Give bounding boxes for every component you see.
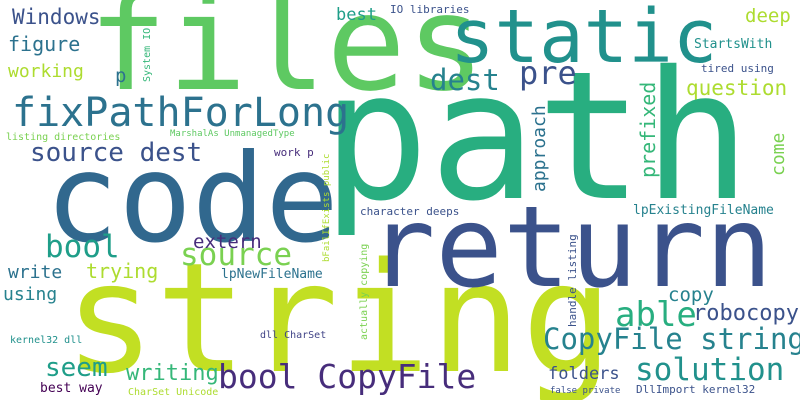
- word-handle-listing: handle listing: [566, 234, 579, 327]
- word-tired-using: tired using: [701, 62, 774, 75]
- word-approach: approach: [529, 105, 550, 192]
- word-io-libraries: IO libraries: [390, 3, 470, 16]
- word-extern: extern: [193, 231, 262, 253]
- word-copyfile-string: CopyFile string: [543, 322, 800, 356]
- word-lpexistingfilename: lpExistingFileName: [633, 203, 774, 218]
- word-able: able: [615, 295, 697, 335]
- word-prefixed: prefixed: [636, 81, 660, 178]
- word-figure: figure: [8, 32, 81, 56]
- word-best-way: best way: [40, 381, 103, 396]
- word-dllimport-kernel32: DllImport kernel32: [636, 383, 756, 396]
- word-static: static: [450, 0, 718, 80]
- word-bool-copyfile: bool CopyFile: [218, 357, 477, 396]
- word-question: question: [686, 76, 788, 100]
- word-code: code: [45, 128, 339, 270]
- word-source: source: [180, 237, 292, 273]
- word-writing: writing: [126, 361, 219, 386]
- word-working: working: [8, 61, 84, 82]
- word-system-io: System IO: [142, 27, 153, 82]
- word-solution: solution: [635, 352, 785, 388]
- word-fixPathForLong: fixPathForLong: [12, 90, 350, 136]
- word-best: best: [336, 5, 377, 25]
- word-kernel32-dll: kernel32 dll: [10, 335, 83, 346]
- word-files: files: [88, 0, 486, 121]
- word-bfailifexists-public: bFailIfExists public: [322, 153, 332, 262]
- word-robocopy: robocopy: [693, 301, 799, 326]
- word-deep: deep: [745, 5, 791, 27]
- word-character-deeps: character deeps: [360, 205, 460, 218]
- word-return: return: [368, 183, 773, 313]
- word-come: come: [768, 132, 789, 176]
- word-startswith: StartsWith: [694, 37, 773, 52]
- word-pre: pre: [519, 54, 577, 92]
- word-write: write: [8, 262, 63, 283]
- word-lpnewfilename: lpNewFileName: [221, 267, 323, 282]
- word-folders: folders: [548, 364, 620, 384]
- word-dest: dest: [430, 63, 500, 97]
- word-marshalas-unmanagedtype: MarshalAs UnmanagedType: [170, 129, 295, 139]
- word-path: path: [322, 33, 751, 240]
- word-actually-copying: actually copying: [359, 243, 370, 340]
- word-charset-unicode: CharSet Unicode: [128, 387, 219, 398]
- word-dll-charset: dll CharSet: [260, 330, 327, 341]
- word-p: p: [115, 65, 127, 87]
- word-source-dest: source dest: [30, 138, 203, 168]
- word-trying: trying: [86, 259, 159, 283]
- word-false-private: false private: [550, 386, 621, 396]
- word-using: using: [3, 284, 58, 305]
- word-seem: seem: [45, 353, 108, 383]
- word-windows: Windows: [12, 5, 101, 29]
- word-work-p: work p: [274, 146, 314, 159]
- word-copy: copy: [668, 284, 714, 306]
- word-string: string: [64, 230, 614, 400]
- word-bool: bool: [45, 229, 120, 265]
- word-listing-directories: listing directories: [6, 132, 121, 143]
